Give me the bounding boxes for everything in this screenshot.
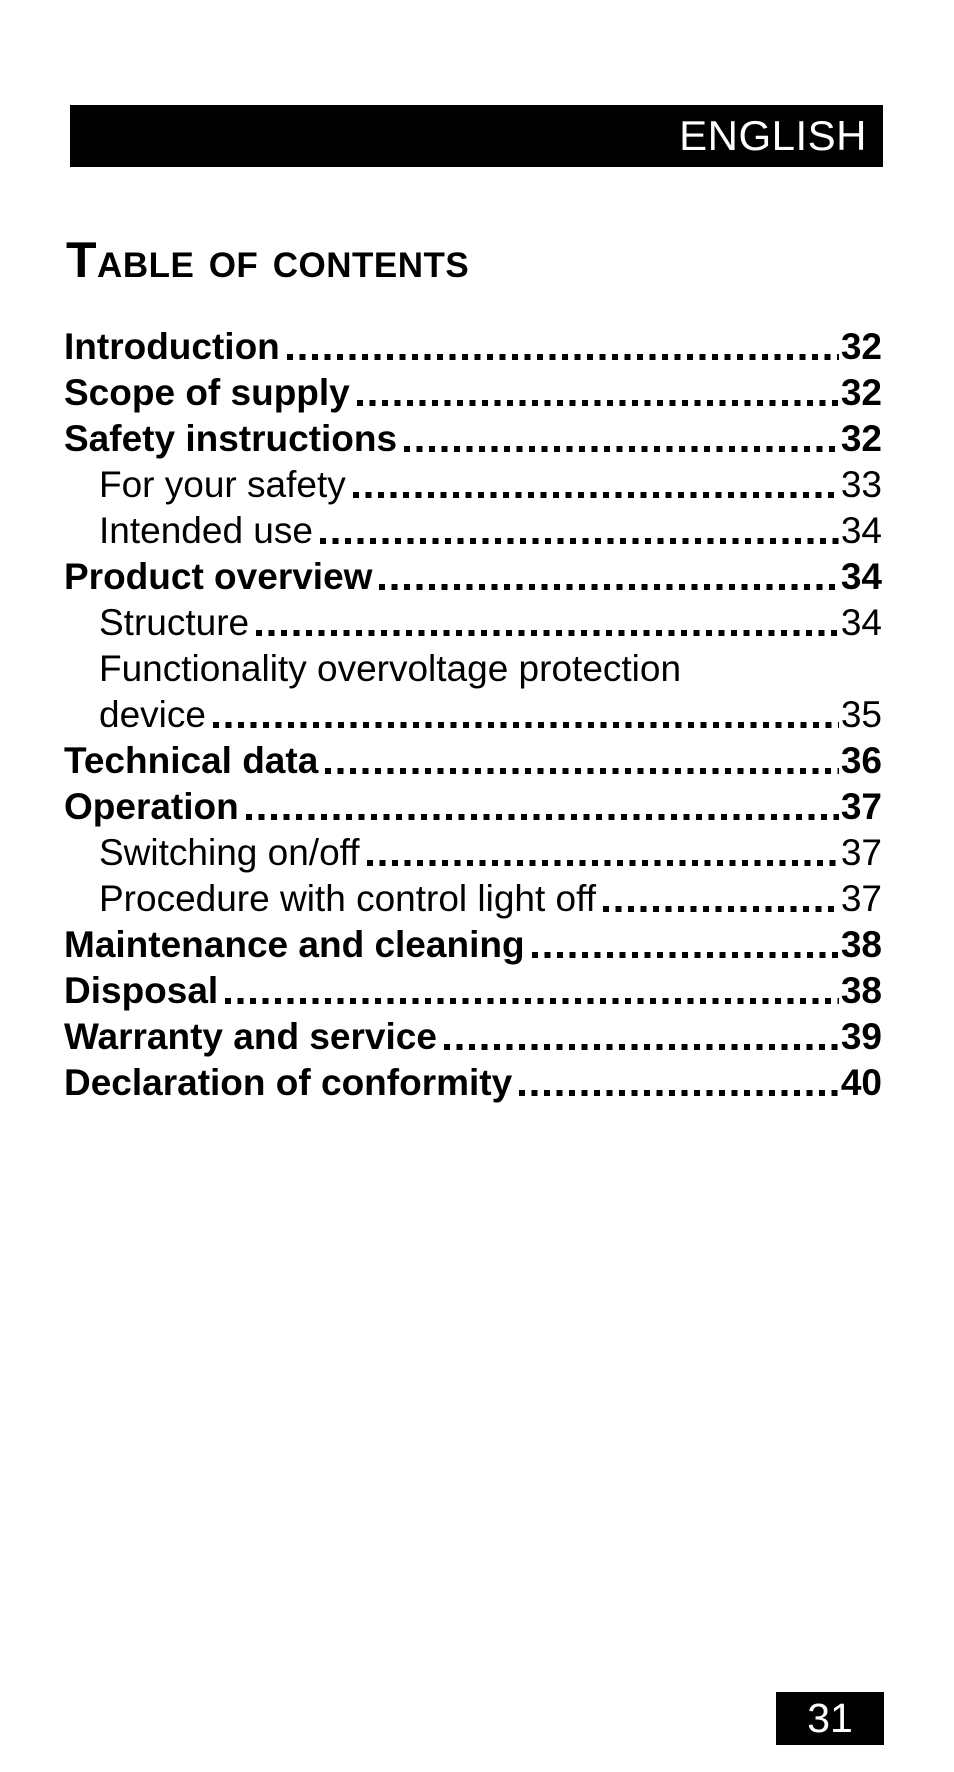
toc-entry-label: Functionality overvoltage protection <box>99 648 682 689</box>
toc-entry: Warranty and service 39 <box>64 1014 882 1060</box>
language-label: ENGLISH <box>679 112 867 159</box>
toc-entry-label: Maintenance and cleaning <box>64 924 525 965</box>
toc-entry-label: Switching on/off <box>99 832 360 873</box>
toc-leader-dots <box>519 1090 839 1096</box>
page-number: 31 <box>807 1695 853 1741</box>
toc-entry-page: 32 <box>840 418 882 459</box>
toc-entry-label: Declaration of conformity <box>64 1062 513 1103</box>
toc-leader-dots <box>319 538 839 544</box>
toc-entry-page: 34 <box>840 602 882 643</box>
toc-entry-page: 32 <box>840 326 882 367</box>
toc-entry: Procedure with control light off 37 <box>64 876 882 922</box>
toc-leader-dots <box>256 630 839 636</box>
toc-entry: Disposal 38 <box>64 968 882 1014</box>
toc-entry-page: 40 <box>840 1062 882 1103</box>
toc-entry-label: Disposal <box>64 970 219 1011</box>
page-title: Table of contents <box>66 232 470 288</box>
toc-entry-label: Intended use <box>99 510 313 551</box>
toc-entry-page: 37 <box>840 832 882 873</box>
toc-entry-page: 35 <box>840 694 882 735</box>
toc-entry-label: Structure <box>99 602 250 643</box>
toc-leader-dots <box>366 860 839 866</box>
toc-leader-dots <box>379 584 839 590</box>
toc-entry: Functionality overvoltage protection <box>64 646 882 692</box>
toc-entry-label: Scope of supply <box>64 372 350 413</box>
toc-entry: Product overview 34 <box>64 554 882 600</box>
toc-leader-dots <box>356 400 839 406</box>
toc-entry-label: For your safety <box>99 464 346 505</box>
toc-entry-label: Introduction <box>64 326 280 367</box>
toc-entry: Introduction 32 <box>64 324 882 370</box>
toc-entry-page: 39 <box>840 1016 882 1057</box>
toc-entry-label: Operation <box>64 786 239 827</box>
language-header-bar: ENGLISH <box>70 105 883 167</box>
toc-leader-dots <box>443 1044 839 1050</box>
toc-entry-page: 32 <box>840 372 882 413</box>
toc-entry-label: Safety instructions <box>64 418 398 459</box>
toc-leader-dots <box>352 492 839 498</box>
toc-entry: Safety instructions 32 <box>64 416 882 462</box>
toc-leader-dots <box>404 446 839 452</box>
toc-entry: For your safety 33 <box>64 462 882 508</box>
toc-entry-page: 38 <box>840 970 882 1011</box>
toc-entry-page: 34 <box>840 556 882 597</box>
toc-entry-page: 34 <box>840 510 882 551</box>
toc-entry-label: Product overview <box>64 556 373 597</box>
toc-leader-dots <box>531 952 839 958</box>
toc-entry-page: 36 <box>840 740 882 781</box>
toc-entry: Intended use 34 <box>64 508 882 554</box>
toc-leader-dots <box>286 354 839 360</box>
toc-entry-page: 33 <box>840 464 882 505</box>
toc-entry: Scope of supply 32 <box>64 370 882 416</box>
toc-entry: Maintenance and cleaning 38 <box>64 922 882 968</box>
toc-entry: Technical data 36 <box>64 738 882 784</box>
toc-leader-dots <box>212 722 839 728</box>
toc-entry-label: Technical data <box>64 740 319 781</box>
page-number-badge: 31 <box>776 1692 884 1745</box>
toc-entry: Switching on/off 37 <box>64 830 882 876</box>
toc-entry: Structure 34 <box>64 600 882 646</box>
toc-entry: Declaration of conformity 40 <box>64 1060 882 1106</box>
toc-entry-label: Warranty and service <box>64 1016 437 1057</box>
toc-leader-dots <box>245 814 839 820</box>
toc-leader-dots <box>603 906 839 912</box>
toc-entry-label: Procedure with control light off <box>99 878 597 919</box>
toc-entry-page: 37 <box>840 878 882 919</box>
toc-entry-page: 38 <box>840 924 882 965</box>
toc-entry-page: 37 <box>840 786 882 827</box>
toc-entry: Operation 37 <box>64 784 882 830</box>
toc-list: Introduction 32 Scope of supply 32 Safety in… <box>64 324 882 1106</box>
toc-leader-dots <box>225 998 839 1004</box>
toc-entry-label: device <box>99 694 206 735</box>
toc-leader-dots <box>325 768 839 774</box>
toc-entry: device 35 <box>64 692 882 738</box>
